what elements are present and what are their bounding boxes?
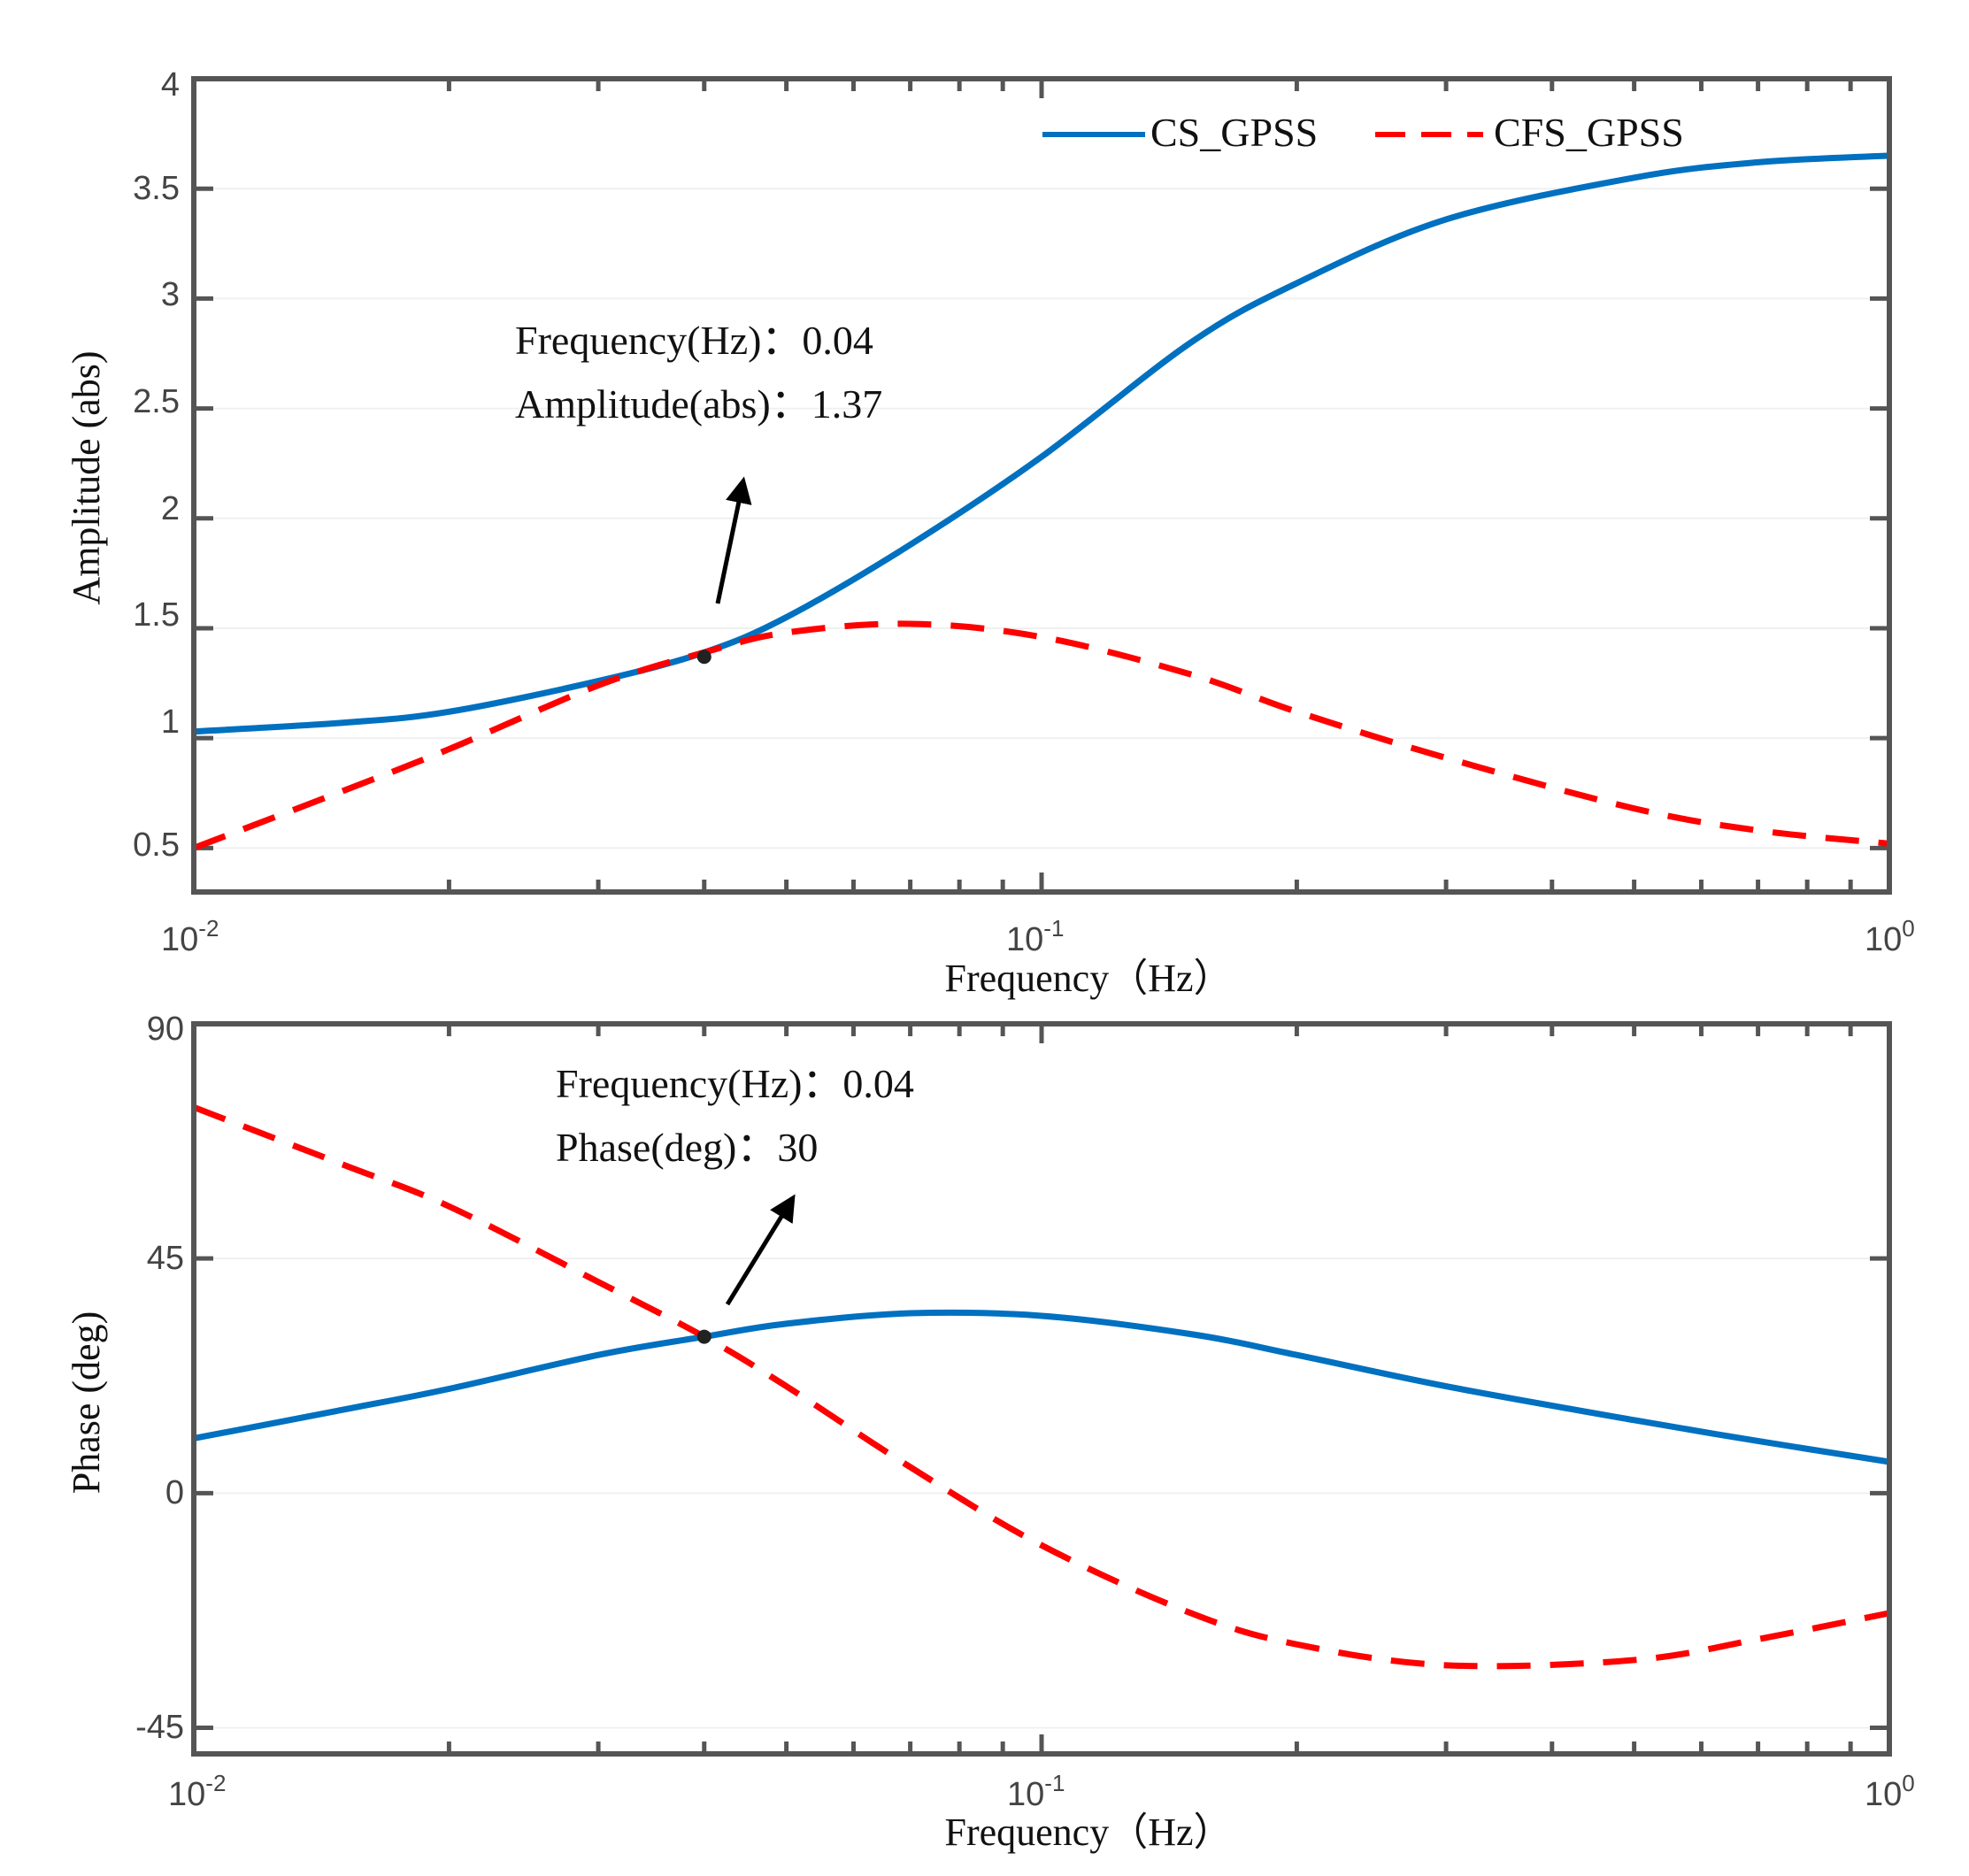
series-line-cfs-gpss — [192, 620, 1890, 851]
amplitude-x-axis-title: Frequency（Hz） — [944, 957, 1232, 1000]
amplitude-x-tick-labels: 10-2 10-1 100 — [161, 915, 1915, 958]
annotation-marker — [696, 1329, 711, 1344]
x-tick-label: 100 — [1865, 915, 1915, 958]
amplitude-series — [192, 152, 1890, 851]
legend-label-cfs-gpss: CFS_GPSS — [1494, 110, 1684, 155]
y-tick-label: 2 — [161, 490, 180, 527]
y-tick-label: 90 — [147, 1011, 184, 1048]
annotation-value-text: Amplitude(abs)：1.37 — [515, 381, 882, 427]
amplitude-plot-frame — [191, 76, 1892, 895]
amplitude-legend: CS_GPSS CFS_GPSS — [1042, 110, 1684, 155]
amplitude-ticks — [191, 76, 1889, 892]
y-tick-label: 4 — [161, 66, 180, 104]
x-tick-label: 10-1 — [1006, 915, 1064, 958]
phase-y-tick-labels: -45 0 45 90 — [135, 1011, 184, 1746]
amplitude-y-axis-title: Amplitude (abs) — [65, 350, 108, 604]
legend-label-cs-gpss: CS_GPSS — [1150, 110, 1318, 155]
annotation-frequency-text: Frequency(Hz)：0.04 — [515, 318, 873, 363]
series-line-cs-gpss — [193, 1309, 1890, 1465]
annotation-arrow — [725, 1194, 796, 1306]
y-tick-label: 2.5 — [133, 383, 180, 420]
phase-plot-frame — [191, 1021, 1892, 1757]
x-tick-label: 100 — [1865, 1770, 1915, 1813]
x-tick-label: 10-1 — [1007, 1770, 1065, 1813]
amplitude-annotation: Frequency(Hz)：0.04 Amplitude(abs)：1.37 — [515, 318, 882, 665]
series-line-cfs-gpss — [192, 1104, 1890, 1670]
annotation-marker — [696, 650, 711, 665]
phase-x-axis-title: Frequency（Hz） — [944, 1811, 1232, 1854]
phase-grid — [194, 1023, 1889, 1729]
phase-annotation: Frequency(Hz)：0.04 Phase(deg)：30 — [556, 1061, 914, 1344]
y-tick-label: 1 — [161, 704, 180, 741]
y-tick-label: 3 — [161, 276, 180, 313]
phase-y-axis-title: Phase (deg) — [65, 1311, 108, 1495]
annotation-frequency-text: Frequency(Hz)：0.04 — [556, 1061, 914, 1106]
annotation-value-text: Phase(deg)：30 — [556, 1125, 818, 1170]
y-tick-label: 1.5 — [133, 596, 180, 634]
x-tick-label: 10-2 — [168, 1770, 226, 1813]
y-tick-label: 0 — [165, 1474, 184, 1511]
phase-x-tick-labels: 10-2 10-1 100 — [168, 1770, 1915, 1813]
series-line-cs-gpss — [193, 152, 1890, 735]
annotation-arrow — [715, 476, 752, 604]
amplitude-panel: 0.5 1 1.5 2 2.5 3 3.5 4 10-2 10-1 100 Fr… — [65, 66, 1915, 1000]
phase-panel: -45 0 45 90 10-2 10-1 100 Frequency（Hz） … — [65, 1011, 1915, 1854]
amplitude-grid — [194, 78, 1889, 850]
y-tick-label: 0.5 — [133, 827, 180, 864]
y-tick-label: -45 — [135, 1709, 184, 1746]
y-tick-label: 45 — [147, 1240, 184, 1277]
amplitude-y-tick-labels: 0.5 1 1.5 2 2.5 3 3.5 4 — [133, 66, 180, 864]
y-tick-label: 3.5 — [133, 170, 180, 207]
phase-series — [192, 1104, 1890, 1670]
x-tick-label: 10-2 — [161, 915, 219, 958]
